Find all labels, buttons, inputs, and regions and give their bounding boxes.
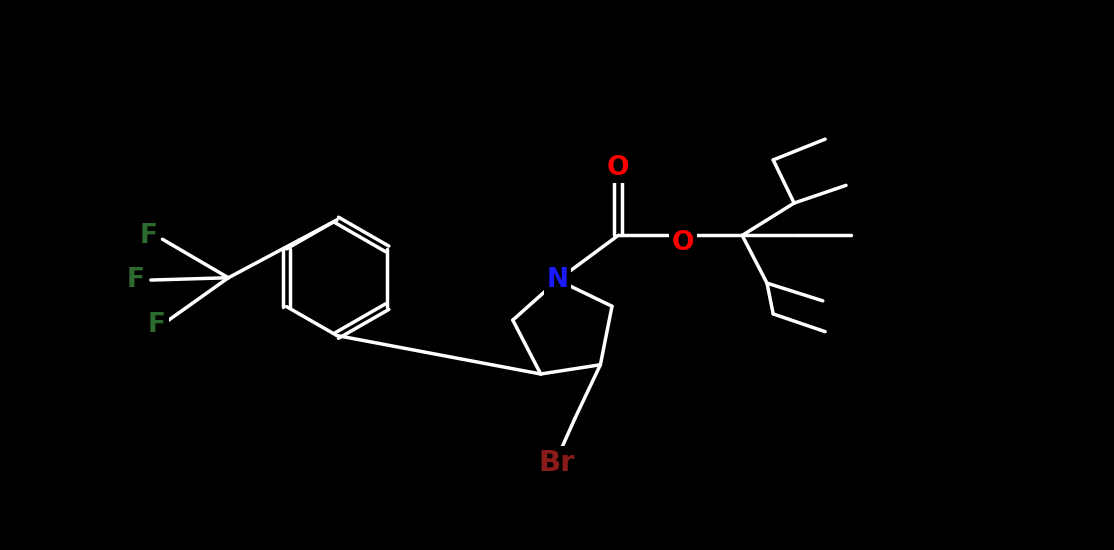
Text: F: F [139, 223, 157, 249]
Text: N: N [547, 267, 569, 293]
Text: F: F [148, 312, 166, 338]
Text: F: F [126, 267, 145, 293]
Text: Br: Br [538, 449, 575, 477]
Text: O: O [672, 230, 694, 256]
Text: O: O [607, 155, 629, 180]
